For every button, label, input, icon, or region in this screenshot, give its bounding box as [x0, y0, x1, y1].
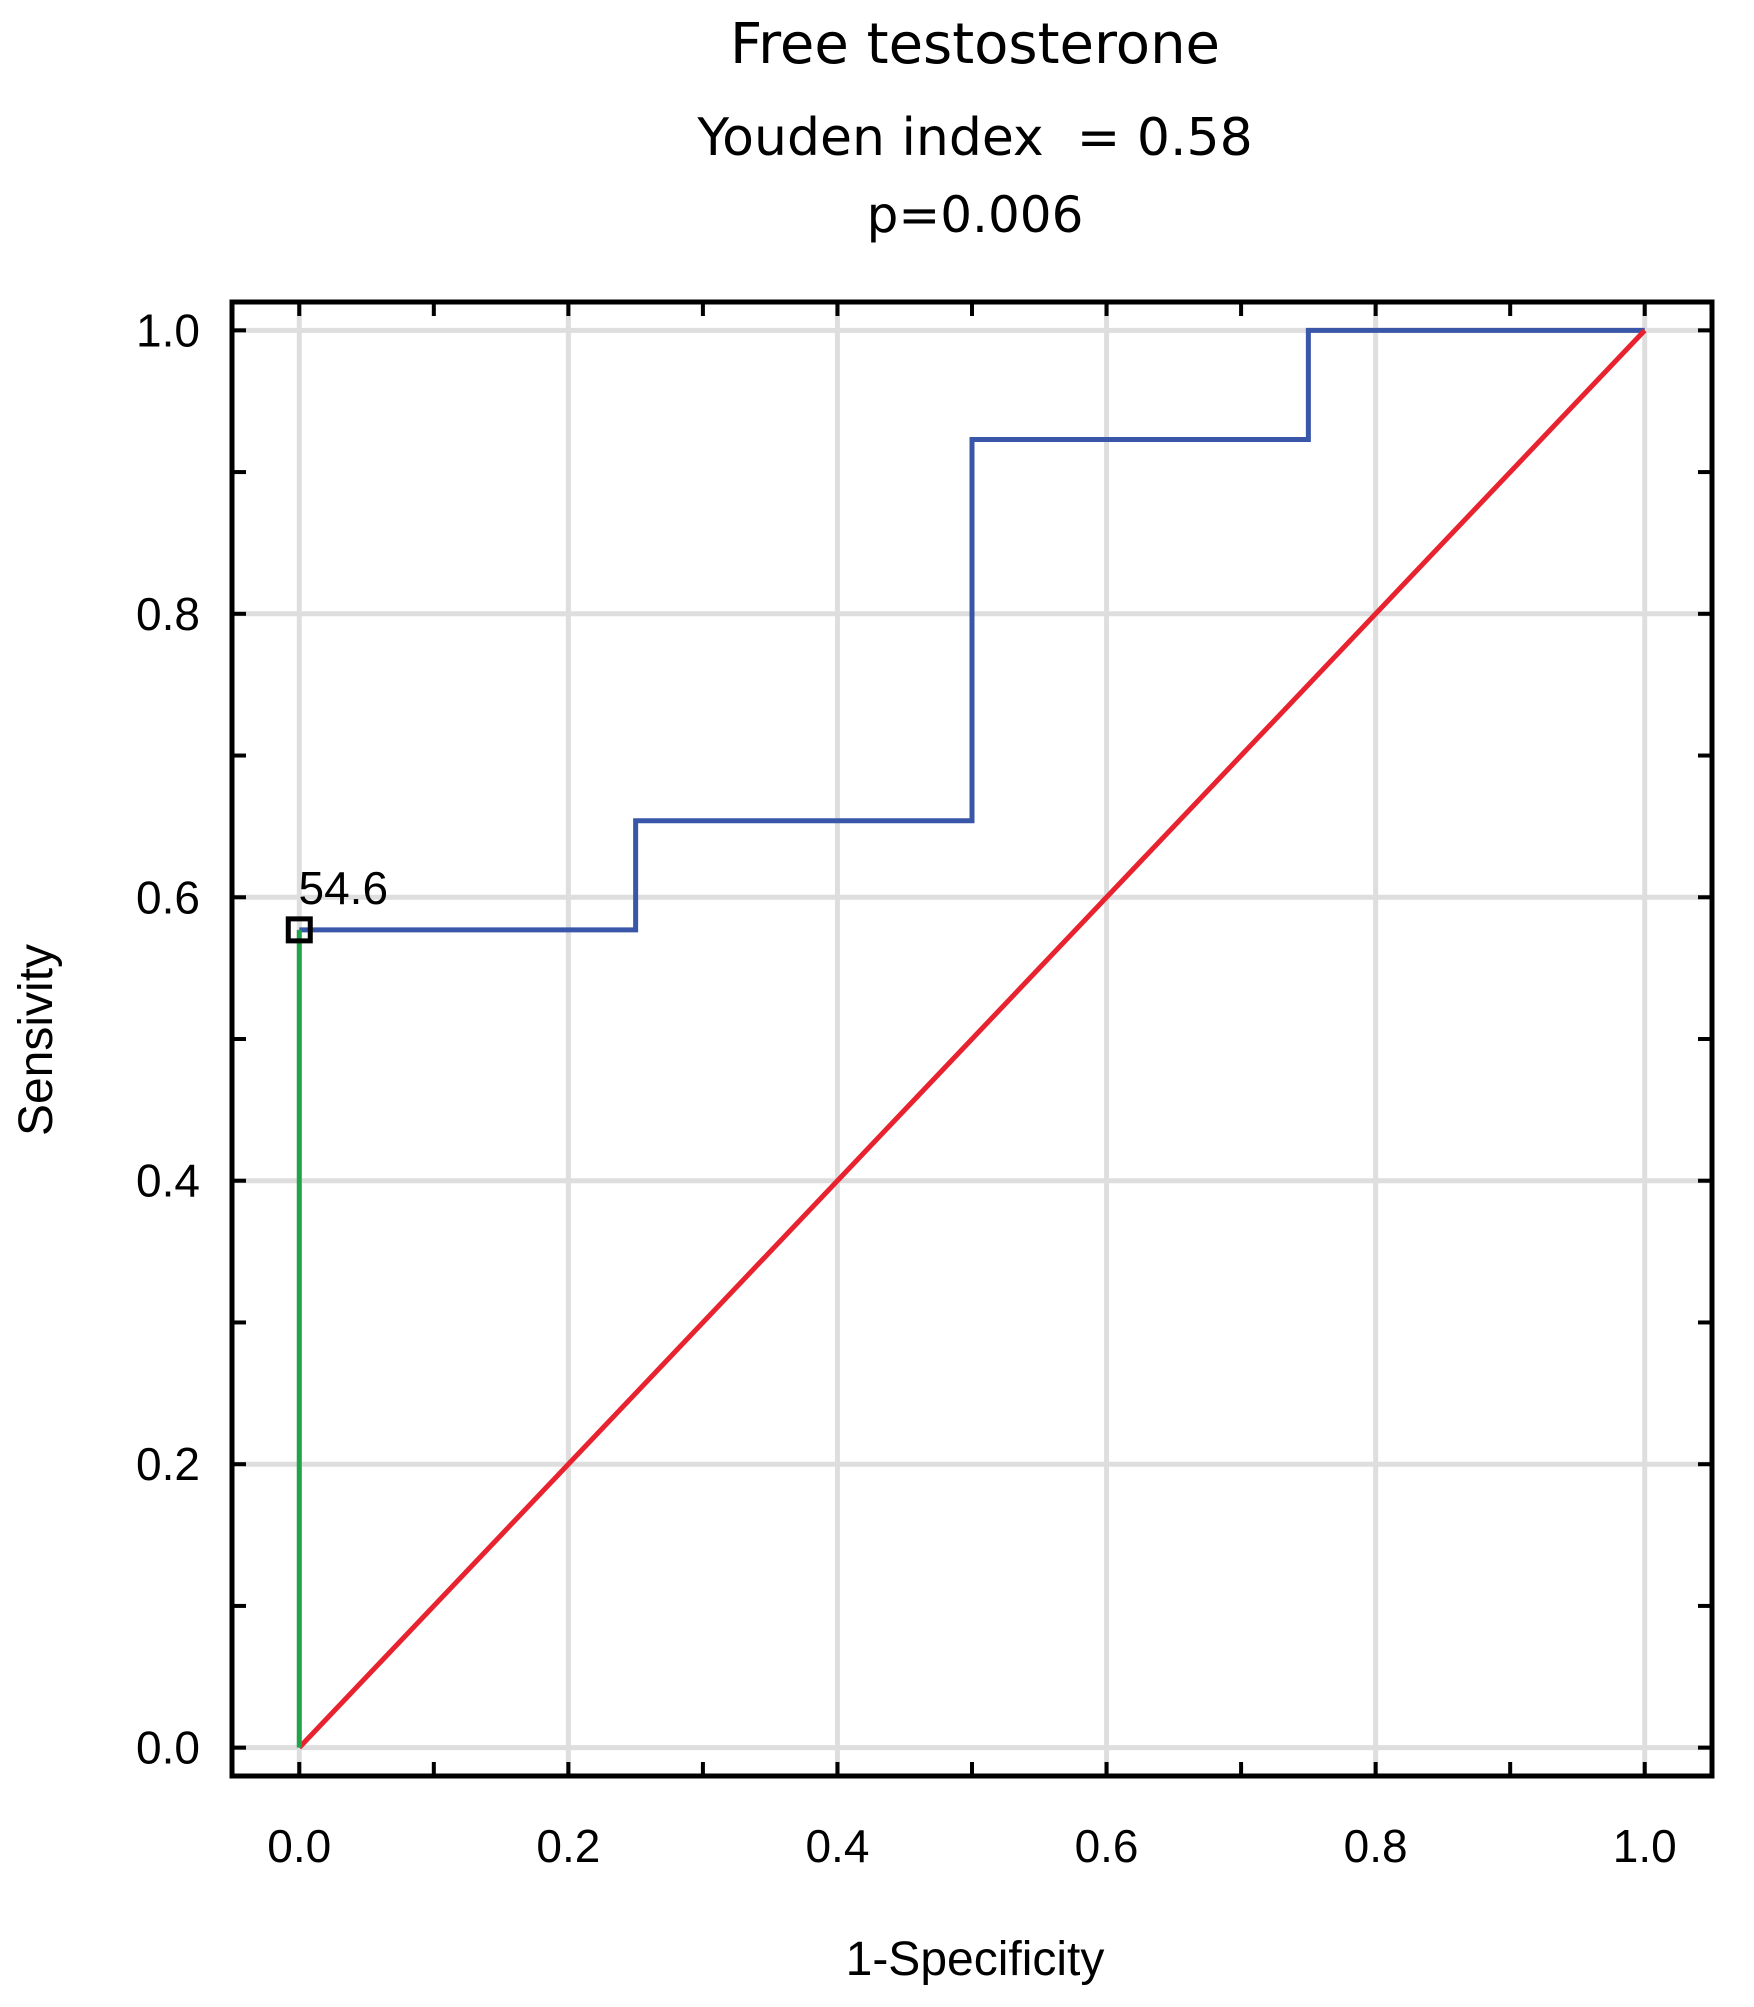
- series-reference-line: [297, 328, 1647, 1750]
- p-value-label: p=0.006: [867, 186, 1084, 244]
- x-tick-label-5: 1.0: [1613, 1820, 1677, 1872]
- ticks: 0.0 0.2 0.4 0.6 0.8 1.0 0.0 0.2 0.4 0.6 0.8 1.0: [136, 302, 1712, 1872]
- x-tick-label-1: 0.2: [536, 1820, 600, 1872]
- youden-index-label: Youden index = 0.58: [696, 108, 1252, 168]
- y-tick-label-3: 0.6: [136, 871, 200, 923]
- chart-title: Free testosterone: [730, 12, 1220, 77]
- x-tick-label-0: 0.0: [267, 1820, 331, 1872]
- x-axis-label: 1-Specificity: [846, 1933, 1105, 1986]
- y-axis-label: Sensivity: [10, 944, 63, 1136]
- x-tick-label-3: 0.6: [1075, 1820, 1139, 1872]
- y-tick-label-0: 0.0: [136, 1722, 200, 1774]
- y-tick-label-2: 0.4: [136, 1155, 200, 1207]
- cutoff-point-label: 54.6: [299, 862, 389, 914]
- series-layer: 54.6: [285, 327, 1647, 1750]
- y-tick-label-1: 0.2: [136, 1438, 200, 1490]
- y-tick-label-5: 1.0: [136, 304, 200, 356]
- x-tick-label-4: 0.8: [1344, 1820, 1408, 1872]
- series-roc-curve: [299, 327, 1645, 933]
- cutoff-point-marker: [285, 916, 313, 944]
- y-tick-label-4: 0.8: [136, 588, 200, 640]
- x-tick-label-2: 0.4: [805, 1820, 869, 1872]
- grid: [232, 302, 1712, 1776]
